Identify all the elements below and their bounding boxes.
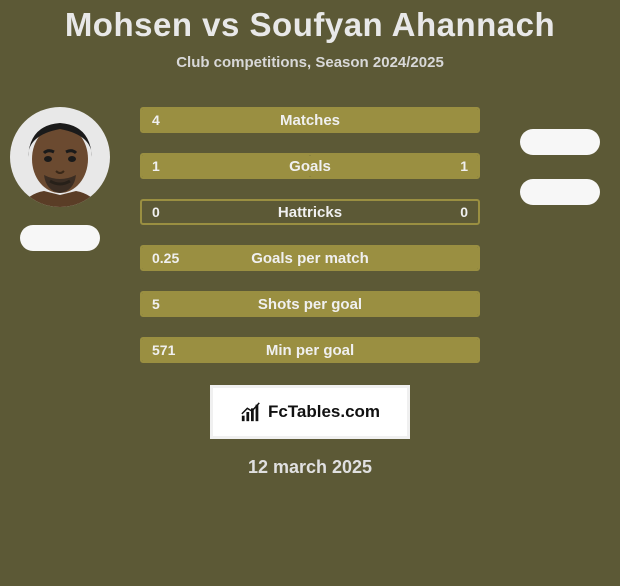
player-right-flag-1 bbox=[520, 129, 600, 155]
stat-label: Matches bbox=[142, 112, 478, 129]
stat-value-right: 1 bbox=[460, 158, 468, 174]
stat-row: Hattricks0 0 bbox=[140, 199, 480, 225]
stat-label: Goals bbox=[142, 158, 478, 175]
stat-label: Hattricks bbox=[142, 204, 478, 221]
player-left-flag bbox=[20, 225, 100, 251]
stat-value-left: 4 bbox=[152, 112, 160, 128]
stat-row: Min per goal571 bbox=[140, 337, 480, 363]
stat-value-left: 0 bbox=[152, 204, 160, 220]
avatar-face-icon bbox=[14, 115, 106, 207]
stat-value-left: 0.25 bbox=[152, 250, 179, 266]
player-left-avatar bbox=[10, 107, 110, 207]
stat-value-left: 1 bbox=[152, 158, 160, 174]
stat-value-left: 5 bbox=[152, 296, 160, 312]
stat-value-left: 571 bbox=[152, 342, 175, 358]
comparison-title: Mohsen vs Soufyan Ahannach bbox=[0, 6, 620, 44]
stat-row: Goals1 1 bbox=[140, 153, 480, 179]
stat-row: Matches4 bbox=[140, 107, 480, 133]
stat-row: Goals per match0.25 bbox=[140, 245, 480, 271]
stat-label: Min per goal bbox=[142, 342, 478, 359]
footer-brand-box[interactable]: FcTables.com bbox=[210, 385, 410, 439]
player-right-flag-2 bbox=[520, 179, 600, 205]
fctables-logo-icon bbox=[240, 401, 262, 423]
stats-container: Matches4 Goals1 1 Hattricks0 0 Goals per matc… bbox=[0, 107, 620, 363]
player-right-column bbox=[500, 107, 620, 205]
footer-brand-label: FcTables.com bbox=[268, 402, 380, 422]
stat-label: Shots per goal bbox=[142, 296, 478, 313]
comparison-subtitle: Club competitions, Season 2024/2025 bbox=[0, 54, 620, 71]
stat-rows: Matches4 Goals1 1 Hattricks0 0 Goals per matc… bbox=[140, 107, 480, 363]
footer-date: 12 march 2025 bbox=[0, 457, 620, 478]
stat-row: Shots per goal5 bbox=[140, 291, 480, 317]
stat-label: Goals per match bbox=[142, 250, 478, 267]
player-left-column bbox=[0, 107, 120, 251]
stat-value-right: 0 bbox=[460, 204, 468, 220]
